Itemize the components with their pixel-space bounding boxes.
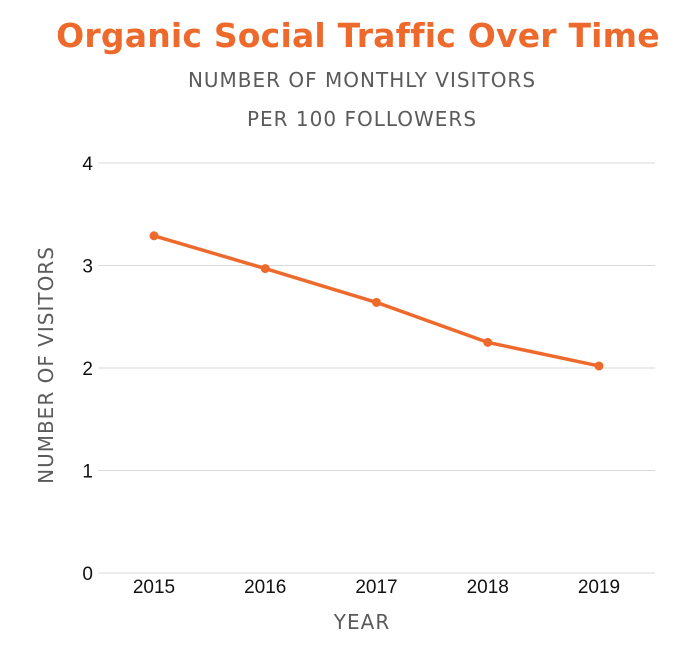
y-tick-label: 3 <box>82 257 93 278</box>
data-point-2016 <box>260 264 270 274</box>
data-point-2015 <box>149 231 159 241</box>
x-tick-label: 2018 <box>467 577 509 598</box>
y-tick-label: 0 <box>82 564 93 585</box>
x-axis-title: YEAR <box>333 610 390 634</box>
x-tick-label: 2015 <box>133 577 175 598</box>
y-tick-label: 4 <box>82 154 93 175</box>
chart-subtitle-line-2: PER 100 FOLLOWERS <box>246 107 478 131</box>
series-layer <box>149 231 604 371</box>
x-tick-label: 2016 <box>244 577 286 598</box>
data-point-2019 <box>594 361 604 371</box>
y-axis-title: NUMBER OF VISITORS <box>34 246 58 484</box>
x-tick-label: 2017 <box>355 577 397 598</box>
y-tick-label: 2 <box>82 359 93 380</box>
y-axis-ticks: 0 1 2 3 4 <box>82 154 93 585</box>
chart-title: Organic Social Traffic Over Time <box>56 16 660 55</box>
x-tick-label: 2019 <box>578 577 620 598</box>
data-point-2018 <box>483 337 493 347</box>
data-point-2017 <box>372 297 381 307</box>
grid-lines <box>98 162 655 574</box>
y-tick-label: 1 <box>82 462 93 483</box>
x-axis-ticks: 2015 2016 2017 2018 2019 <box>133 577 620 598</box>
chart-subtitle-line-1: NUMBER OF MONTHLY VISITORS <box>187 68 537 92</box>
